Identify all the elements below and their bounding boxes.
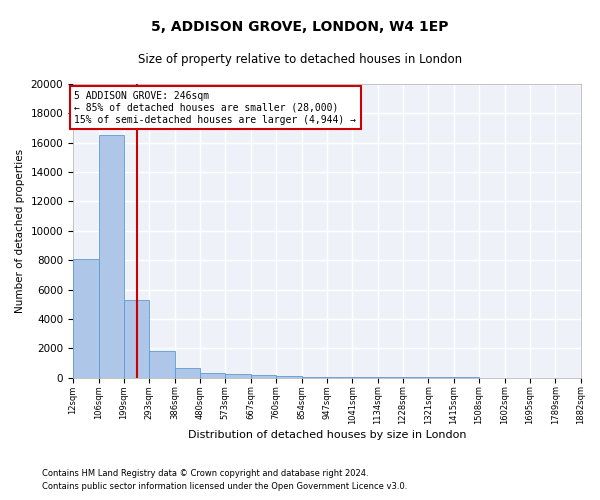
Bar [225,374,251,378]
X-axis label: Distribution of detached houses by size in London: Distribution of detached houses by size … [188,430,466,440]
Text: Size of property relative to detached houses in London: Size of property relative to detached ho… [138,52,462,66]
Bar [276,376,302,378]
Bar [73,258,98,378]
Bar [251,376,276,378]
Bar [200,372,225,378]
Bar [377,377,403,378]
Bar [124,300,149,378]
Y-axis label: Number of detached properties: Number of detached properties [15,149,25,313]
Bar [98,136,124,378]
Bar [175,368,200,378]
Bar [327,377,352,378]
Text: 5 ADDISON GROVE: 246sqm
← 85% of detached houses are smaller (28,000)
15% of sem: 5 ADDISON GROVE: 246sqm ← 85% of detache… [74,92,356,124]
Bar [352,377,377,378]
Bar [302,376,327,378]
Text: Contains HM Land Registry data © Crown copyright and database right 2024.: Contains HM Land Registry data © Crown c… [42,468,368,477]
Bar [149,351,175,378]
Text: Contains public sector information licensed under the Open Government Licence v3: Contains public sector information licen… [42,482,407,491]
Text: 5, ADDISON GROVE, LONDON, W4 1EP: 5, ADDISON GROVE, LONDON, W4 1EP [151,20,449,34]
